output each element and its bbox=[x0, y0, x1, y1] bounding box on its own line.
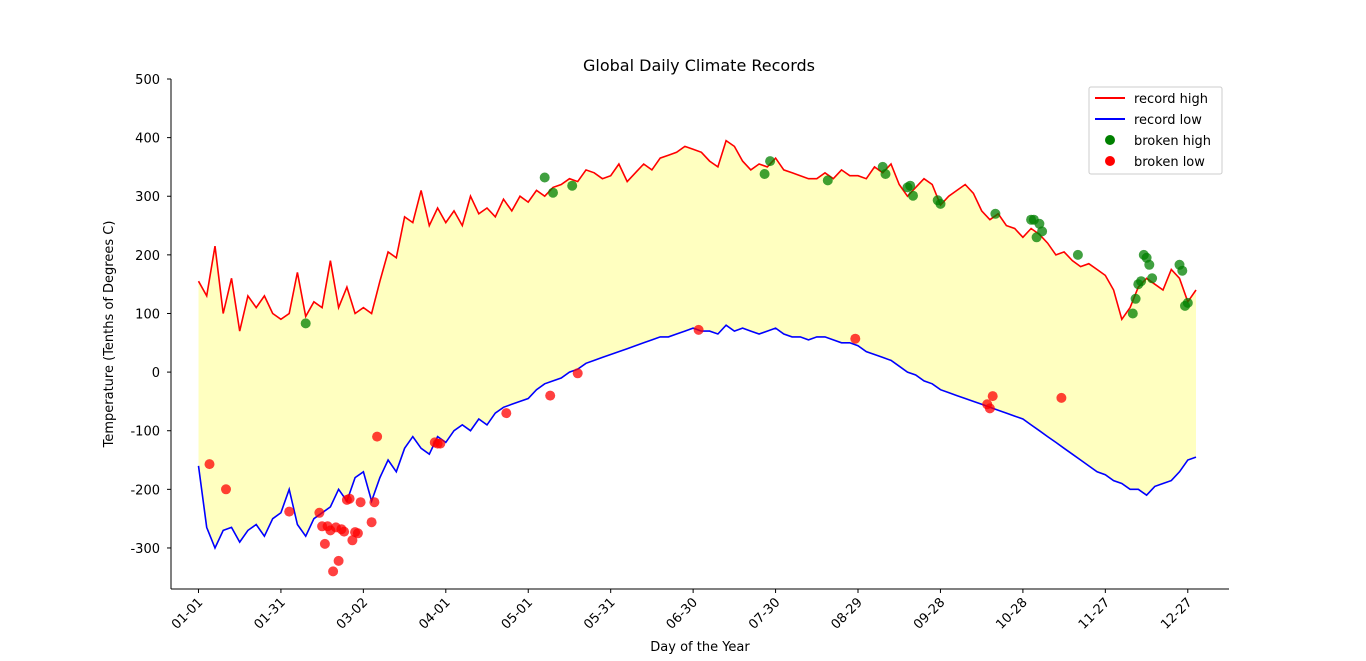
y-tick-label: -300 bbox=[130, 542, 160, 557]
broken-low-point bbox=[366, 517, 377, 528]
broken-high-point bbox=[1037, 226, 1048, 237]
broken-high-point bbox=[880, 169, 891, 179]
x-tick-label: 05-01 bbox=[499, 595, 536, 632]
legend-label-broken-high: broken high bbox=[1134, 134, 1211, 149]
plot-area bbox=[197, 139, 1197, 577]
broken-low-point bbox=[850, 333, 861, 344]
broken-high-point bbox=[1136, 276, 1147, 287]
broken-low-point bbox=[987, 391, 998, 402]
record-range-fill bbox=[198, 140, 1196, 548]
broken-low-point bbox=[572, 368, 583, 379]
x-tick-label: 06-30 bbox=[664, 595, 701, 632]
record-high-line bbox=[197, 139, 1197, 332]
broken-high-point bbox=[759, 169, 770, 179]
broken-high-point bbox=[990, 208, 1001, 219]
broken-high-point bbox=[300, 318, 311, 329]
legend-label-broken-low: broken low bbox=[1134, 155, 1205, 170]
y-tick-label: 400 bbox=[135, 132, 160, 147]
broken-low-point bbox=[355, 497, 366, 508]
broken-high-point bbox=[1144, 259, 1155, 270]
broken-low-points bbox=[204, 324, 1067, 577]
broken-low-point bbox=[693, 324, 704, 335]
broken-low-point bbox=[984, 403, 995, 414]
broken-high-point bbox=[1177, 265, 1188, 276]
legend-label-record-low: record low bbox=[1134, 113, 1202, 128]
broken-low-point bbox=[369, 497, 380, 508]
broken-high-point bbox=[1034, 218, 1045, 229]
broken-high-point bbox=[539, 172, 550, 183]
broken-low-point bbox=[333, 555, 344, 566]
x-tick-label: 03-02 bbox=[334, 595, 371, 632]
x-tick-label: 07-30 bbox=[746, 595, 783, 632]
x-tick-label: 01-01 bbox=[169, 595, 206, 632]
broken-high-points bbox=[300, 156, 1193, 329]
chart-title: Global Daily Climate Records bbox=[583, 56, 815, 75]
broken-low-point bbox=[352, 528, 363, 539]
x-tick-label: 12-27 bbox=[1158, 595, 1195, 632]
broken-high-point bbox=[1182, 297, 1193, 308]
broken-low-point bbox=[314, 507, 325, 518]
y-tick-label: 500 bbox=[135, 73, 160, 88]
legend-swatch-broken-high bbox=[1105, 135, 1115, 145]
broken-low-point bbox=[1056, 392, 1067, 403]
broken-high-point bbox=[908, 190, 918, 201]
broken-low-point bbox=[204, 459, 215, 470]
broken-low-point bbox=[328, 566, 339, 577]
broken-low-point bbox=[339, 526, 350, 537]
broken-low-point bbox=[347, 535, 358, 546]
broken-low-point bbox=[319, 538, 330, 549]
legend-box bbox=[1088, 86, 1223, 175]
broken-high-point bbox=[548, 187, 558, 198]
x-axis-title: Day of the Year bbox=[650, 640, 750, 655]
broken-high-point bbox=[822, 175, 833, 186]
y-tick-label: 300 bbox=[135, 190, 160, 205]
x-tick-label: 11-27 bbox=[1076, 595, 1113, 632]
broken-low-point bbox=[372, 431, 383, 442]
x-tick-label: 01-31 bbox=[251, 595, 288, 632]
broken-low-point bbox=[545, 390, 556, 401]
x-tick-label: 10-28 bbox=[993, 595, 1030, 632]
x-tick-label: 08-29 bbox=[829, 595, 866, 632]
x-tick-label: 05-31 bbox=[581, 595, 618, 632]
legend-label-record-high: record high bbox=[1134, 92, 1208, 107]
y-tick-label: 0 bbox=[152, 366, 160, 381]
broken-low-point bbox=[284, 506, 295, 517]
broken-high-point bbox=[1130, 293, 1141, 304]
x-tick-label: 09-28 bbox=[911, 595, 948, 632]
broken-low-point bbox=[435, 438, 446, 449]
broken-high-point bbox=[1147, 273, 1158, 284]
y-tick-label: 200 bbox=[135, 249, 160, 264]
y-tick-label: 100 bbox=[135, 307, 160, 322]
broken-low-point bbox=[221, 484, 231, 495]
broken-low-point bbox=[344, 493, 355, 504]
y-axis-title: Temperature (Tenths of Degrees C) bbox=[102, 221, 117, 449]
broken-high-point bbox=[935, 198, 946, 209]
broken-high-point bbox=[1127, 308, 1138, 319]
broken-high-point bbox=[1072, 249, 1083, 260]
legend-swatch-broken-low bbox=[1105, 156, 1115, 166]
legend: record high record low broken high broke… bbox=[1088, 86, 1223, 175]
x-tick-label: 04-01 bbox=[416, 595, 453, 632]
broken-low-point bbox=[501, 408, 512, 419]
y-tick-label: -100 bbox=[130, 425, 160, 440]
broken-high-point bbox=[905, 180, 916, 191]
broken-high-point bbox=[567, 180, 578, 191]
y-tick-label: -200 bbox=[130, 483, 160, 498]
broken-high-point bbox=[765, 156, 776, 167]
